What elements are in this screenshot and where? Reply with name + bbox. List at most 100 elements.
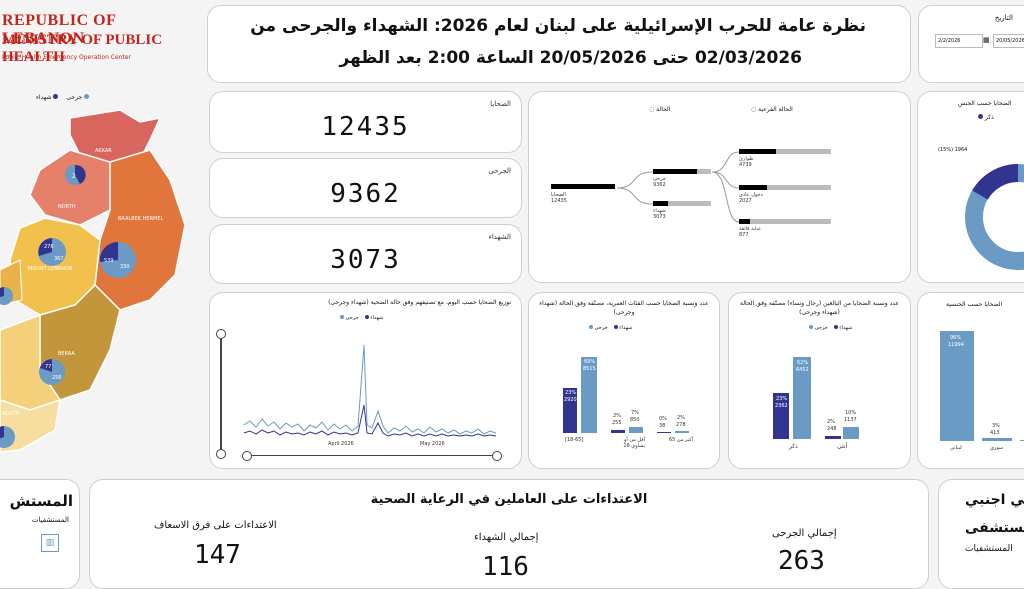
ambulance-attacks-label: الاعتداءات على فرق الاسعاف xyxy=(154,520,277,531)
pie-bk-b: 256 xyxy=(52,375,62,381)
ministry-logo-block: REPUBLIC OF LEBANON MINISTRY OF PUBLIC H… xyxy=(0,0,200,80)
tree-injured-value: 9362 xyxy=(653,182,666,188)
hospitals-left-title: المستش xyxy=(9,492,73,510)
age-u18-martyrs-pct: 2% xyxy=(613,413,621,419)
tree-emergency-label: طوارئ xyxy=(739,156,754,162)
tree-node-emergency[interactable]: طوارئ 4739 xyxy=(739,149,831,168)
date-to-input[interactable]: 20/05/2026 xyxy=(993,34,1024,48)
pie-ml-a: 276 xyxy=(44,244,54,250)
timeline-x-may: May 2026 xyxy=(420,441,445,447)
age-u18-martyrs-val: 255 xyxy=(612,420,622,426)
sex-bar-male-injured[interactable] xyxy=(793,357,811,439)
age-bar-u18-martyrs[interactable] xyxy=(611,430,625,433)
sex-bar-male-martyrs[interactable] xyxy=(773,393,789,439)
region-akkar[interactable] xyxy=(69,109,162,166)
ministry-line3: Public Health Emergency Operation Center xyxy=(2,54,131,61)
nat-bar-other[interactable] xyxy=(1020,440,1024,441)
pie-bb-b: 330 xyxy=(120,264,130,270)
dashboard-title-line2: 02/03/2026 حتى 20/05/2026 الساعة 2:00 بع… xyxy=(339,48,803,68)
nat-lebanese-pct: 96% xyxy=(950,335,962,341)
age-bar-65-injured[interactable] xyxy=(675,431,689,433)
pie-mount-lebanon[interactable]: 276 367 xyxy=(38,238,66,266)
map-legend-martyrs: شهداء xyxy=(36,94,52,101)
tree-filter-status[interactable]: الحالة ◌ xyxy=(649,106,670,113)
filter-lightbulb-icon: ◌ xyxy=(751,106,757,113)
tree-filter-substatus[interactable]: الحالة الفرعية ◌ xyxy=(751,106,793,113)
injured-legend-dot xyxy=(84,94,90,99)
gender-donut-chart[interactable] xyxy=(918,132,1024,282)
gender-legend: ذكر xyxy=(978,114,994,121)
foreign-medical-card: طبي اجنبي مستشفى المستشفيات xyxy=(938,479,1024,589)
foreign-line2: مستشفى xyxy=(965,520,1024,536)
label-bekaa: BEKAA xyxy=(58,351,75,357)
sex-male-martyrs-pct: 23% xyxy=(776,396,788,402)
martyrs-line xyxy=(243,404,497,437)
age-bar-18-65-martyrs[interactable] xyxy=(563,388,577,433)
tree-node-regular[interactable]: دخول عادي 2027 xyxy=(739,185,831,204)
age-u18-injured-val: 850 xyxy=(630,417,640,423)
label-north: NORTH xyxy=(58,204,76,210)
nat-bar-lebanese[interactable] xyxy=(940,331,974,441)
calendar-icon[interactable]: ▦ xyxy=(983,36,990,44)
kpi-injured-label: الجرحى xyxy=(488,167,511,175)
age-18-65-injured-val: 8515 xyxy=(583,366,596,372)
age-cat-65: أكبر من 65 xyxy=(668,437,693,443)
sex-female-martyrs-val: 248 xyxy=(827,426,837,432)
age-cat-18-65: [18-65] xyxy=(565,437,584,443)
healthcare-title: الاعتداءات على العاملين في الرعاية الصحي… xyxy=(370,492,648,507)
region-south[interactable] xyxy=(0,398,61,453)
region-north[interactable] xyxy=(29,149,111,226)
nationality-title: الضحايا حسب الجنسية xyxy=(946,301,1003,308)
timeline-slider-track[interactable] xyxy=(220,333,222,453)
pie-baalbek[interactable]: 539 330 xyxy=(99,241,136,278)
pie-bb-a: 539 xyxy=(104,258,114,264)
foreign-line3: المستشفيات xyxy=(965,544,1013,554)
timeline-hslider-left[interactable] xyxy=(242,451,252,461)
total-martyrs-label: إجمالي الشهداء xyxy=(474,532,539,543)
kpi-injured-value: 9362 xyxy=(330,179,401,209)
timeline-slider-handle-top[interactable] xyxy=(216,329,226,339)
pie-south[interactable] xyxy=(0,426,15,448)
nat-bar-syrian[interactable] xyxy=(982,438,1012,441)
age-chart-title: عدد ونسبة الضحايا حسب الفئات العمرية، مص… xyxy=(539,300,709,316)
date-filter-card: التاريخ 2/2/2026 ▦ 20/05/2026 xyxy=(918,5,1024,83)
sex-chart-card: عدد ونسبة الضحايا من البالغين (رجال ونسا… xyxy=(728,292,911,469)
injured-legend-dot xyxy=(809,325,813,329)
tree-node-injured[interactable]: جرحى 9362 xyxy=(653,169,711,188)
kpi-martyrs-label: الشهداء xyxy=(488,233,511,241)
tree-root-node[interactable]: الضحايا 12435 xyxy=(551,184,615,204)
kpi-victims-value: 12435 xyxy=(321,112,410,142)
sex-legend-martyrs: شهداء xyxy=(839,325,853,331)
age-bar-u18-injured[interactable] xyxy=(629,427,643,433)
timeline-title: توزيع الضحايا حسب اليوم، مع تصنيفهم وفق … xyxy=(328,299,511,306)
tree-node-icu[interactable]: عناية فائقة 877 xyxy=(739,219,831,238)
dashboard-title-card: نظرة عامة للحرب الإسرائيلية على لبنان لع… xyxy=(207,5,911,83)
age-65-martyrs-val: 38 xyxy=(659,423,666,429)
pie-bk-a: 77 xyxy=(45,364,51,370)
age-chart-legend: جرحى شهداء xyxy=(589,325,632,331)
timeline-slider-handle-bottom[interactable] xyxy=(216,449,226,459)
martyrs-legend-dot xyxy=(53,94,59,99)
age-65-injured-val: 278 xyxy=(676,422,686,428)
timeline-hslider-right[interactable] xyxy=(492,451,502,461)
timeline-hslider-track[interactable] xyxy=(246,455,496,456)
pie-ml-b: 367 xyxy=(54,256,64,262)
pie-west[interactable] xyxy=(0,287,13,305)
sex-bar-female-martyrs[interactable] xyxy=(825,436,841,439)
age-bar-65-martyrs[interactable] xyxy=(657,432,671,433)
ambulance-attacks-value: 147 xyxy=(194,540,241,570)
timeline-legend-injured: جرحى xyxy=(345,315,359,321)
timeline-line-chart[interactable]: April 2026 May 2026 xyxy=(210,293,522,469)
pie-bekaa[interactable]: 77 256 xyxy=(39,359,65,385)
lebanon-map[interactable]: AKKAR NORTH BAALBEK HERMEL MOUNT LEBANON… xyxy=(0,100,200,570)
sex-bar-female-injured[interactable] xyxy=(843,427,859,439)
kpi-martyrs-card: الشهداء 3073 xyxy=(209,224,522,284)
age-bar-18-65-injured[interactable] xyxy=(581,357,597,433)
pie-north[interactable]: 2 xyxy=(65,164,86,185)
sex-female-injured-val: 1137 xyxy=(844,417,857,423)
date-from-input[interactable]: 2/2/2026 xyxy=(935,34,983,48)
sex-cat-male: ذكر xyxy=(789,443,798,450)
tree-node-martyrs[interactable]: شهداء 3073 xyxy=(653,201,711,220)
sex-male-martyrs-val: 2362 xyxy=(775,403,788,409)
healthcare-attacks-card: الاعتداءات على العاملين في الرعاية الصحي… xyxy=(89,479,929,589)
